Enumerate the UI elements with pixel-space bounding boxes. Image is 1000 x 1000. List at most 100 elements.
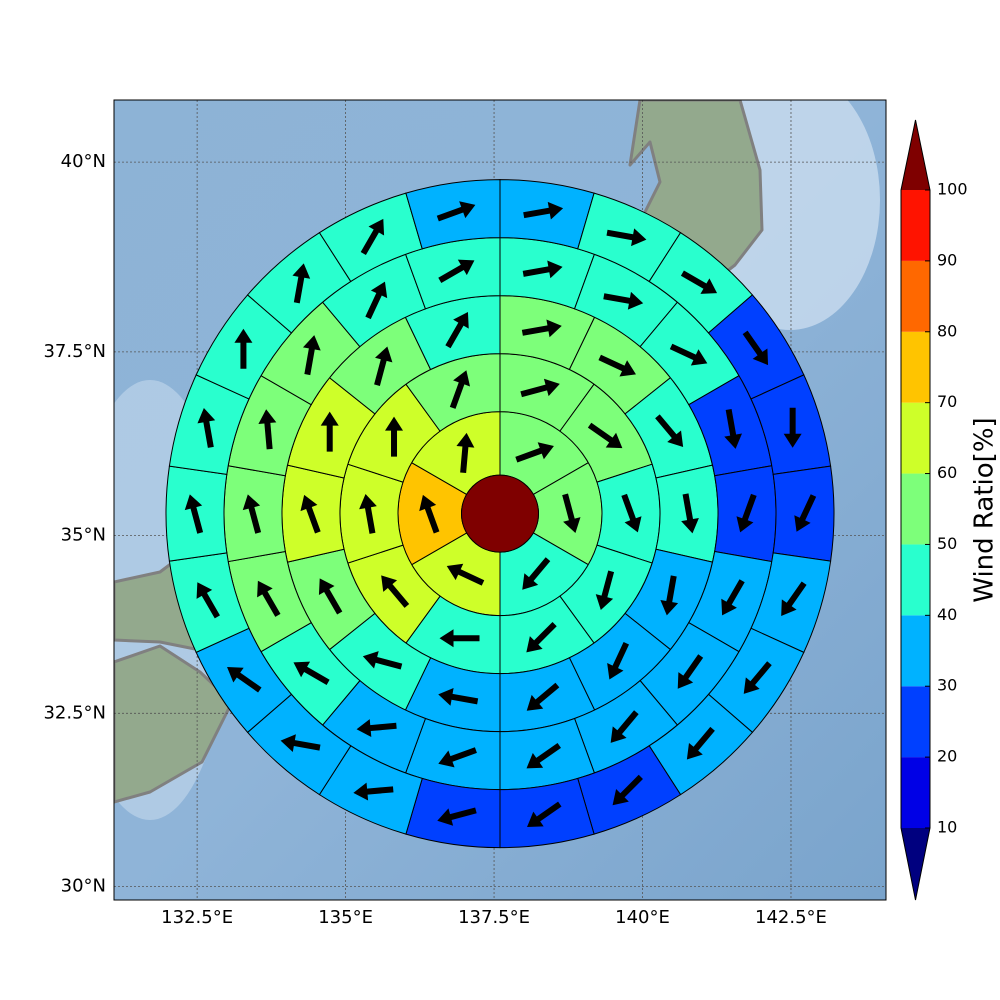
wind-arrow [660, 575, 679, 616]
wind-arrow [292, 263, 311, 304]
wind-arrow [449, 370, 471, 409]
colorbar-band [901, 615, 930, 687]
wind-arrow [520, 378, 560, 398]
wind-arrow [438, 687, 479, 706]
wind-arrow [419, 494, 440, 534]
wind-arrow [607, 642, 630, 680]
wind-arrow [677, 654, 704, 689]
wind-arrow [381, 575, 410, 608]
wind-arrow [437, 807, 477, 826]
colorbar: 10 20 30 40 50 60 70 80 90 100 [900, 119, 968, 901]
colorbar-tick-label: 60 [937, 463, 957, 482]
wind-arrow [526, 621, 557, 653]
wind-arrow [456, 432, 475, 473]
wind-arrow [359, 493, 377, 534]
wind-arrow [257, 580, 281, 617]
wind-arrow [794, 494, 817, 532]
wind-arrow [587, 422, 623, 449]
wind-arrow [681, 493, 699, 534]
wind-arrow [353, 782, 394, 801]
wind-arrow [562, 493, 581, 533]
wind-arrow [360, 218, 385, 256]
wind-arrow [522, 557, 551, 590]
x-tick-label: 132.5°E [161, 907, 233, 928]
x-tick-label: 142.5°E [755, 907, 827, 928]
wind-arrow [293, 661, 330, 686]
wind-arrow [610, 710, 639, 743]
wind-arrow [781, 581, 807, 616]
y-tick-label: 30°N [61, 875, 106, 896]
colorbar-tick-label: 50 [937, 534, 957, 553]
wind-arrow [523, 201, 564, 220]
wind-arrow [721, 579, 745, 616]
wind-arrow [603, 291, 644, 310]
wind-arrow [320, 411, 339, 452]
wind-arrow [280, 734, 321, 752]
colorbar-under [901, 828, 930, 900]
wind-arrow [374, 346, 393, 386]
wind-arrow [742, 330, 769, 366]
colorbar-tick-label: 90 [937, 250, 957, 269]
wind-arrow [526, 682, 560, 711]
axis-ticks: 132.5°E 135°E 137.5°E 140°E 142.5°E 30°N 32.5°… [43, 151, 826, 928]
colorbar-over [901, 120, 930, 190]
wind-arrow [655, 414, 684, 447]
wind-arrow [621, 493, 642, 533]
plot-frame [113, 99, 887, 901]
wind-arrow [445, 312, 469, 349]
colorbar-tick-label: 10 [937, 818, 957, 837]
y-tick-label: 40°N [61, 151, 106, 172]
wind-arrow [385, 416, 404, 457]
wind-arrow [595, 570, 615, 610]
wind-arrow [365, 281, 388, 320]
colorbar-tick-label: 30 [937, 676, 957, 695]
wind-arrow [438, 747, 477, 768]
wind-arrow [783, 407, 802, 448]
wind-arrows [184, 201, 817, 828]
wind-arrow [669, 343, 708, 366]
wind-arrow [527, 801, 562, 828]
colorbar-band [901, 260, 930, 332]
wind-arrow [606, 228, 647, 247]
colorbar-tick-label: 20 [937, 747, 957, 766]
wind-arrow [439, 629, 480, 648]
y-tick-label: 37.5°N [43, 341, 106, 362]
colorbar-band [901, 757, 930, 828]
wind-arrow [356, 719, 397, 738]
y-tick-label: 32.5°N [43, 702, 106, 723]
wind-arrow [743, 661, 772, 694]
wind-arrow [318, 578, 343, 615]
colorbar-band [901, 473, 930, 545]
wind-arrow [521, 319, 562, 338]
wind-arrow [436, 201, 476, 222]
wind-arrow [446, 563, 485, 586]
sector-cell [499, 179, 595, 250]
wind-arrow [362, 651, 403, 670]
sector-cell [405, 777, 501, 849]
center-cell [461, 474, 539, 553]
colorbar-tick-label: 100 [937, 180, 968, 199]
x-tick-label: 137.5°E [458, 907, 530, 928]
wind-arrow [680, 270, 718, 294]
wind-arrow [724, 408, 743, 449]
colorbar-band [901, 544, 930, 616]
wind-arrow [438, 259, 475, 283]
colorbar-band [901, 331, 930, 403]
y-tick-label: 35°N [61, 524, 106, 545]
colorbar-tick-label: 70 [937, 392, 957, 411]
polar-cells [165, 179, 835, 849]
wind-arrow [598, 354, 636, 377]
wind-arrow [612, 774, 643, 806]
wind-arrow [234, 328, 253, 369]
x-tick-label: 135°E [318, 907, 373, 928]
wind-arrow [197, 408, 216, 448]
wind-arrow [736, 493, 757, 533]
wind-arrow [526, 742, 561, 769]
colorbar-band [901, 686, 930, 758]
wind-arrow [522, 260, 563, 279]
wind-arrow [196, 582, 220, 619]
wind-arrow [258, 409, 277, 450]
colorbar-band [901, 190, 930, 261]
wind-arrow [686, 726, 715, 760]
